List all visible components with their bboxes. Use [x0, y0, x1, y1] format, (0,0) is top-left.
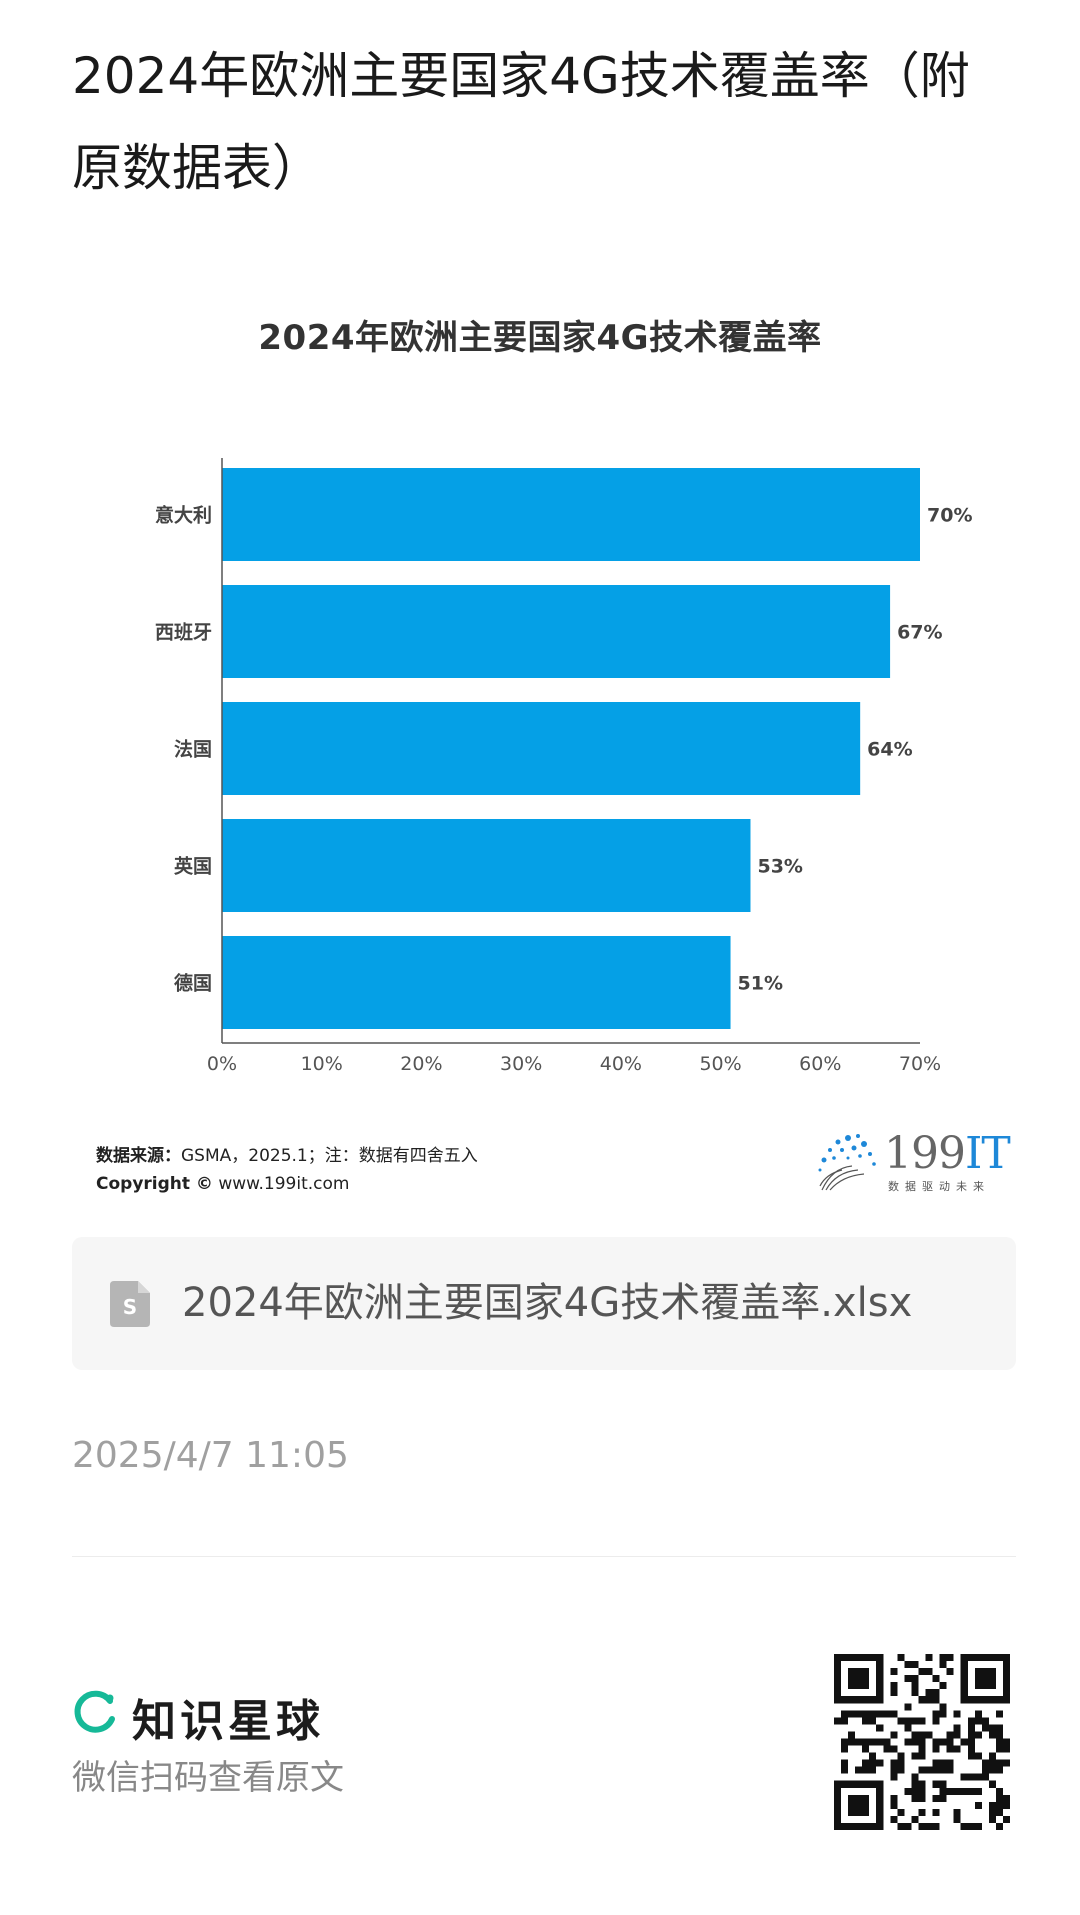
x-tick-label: 20% — [400, 1053, 442, 1075]
attachment-file-card[interactable]: S 2024年欧洲主要国家4G技术覆盖率.xlsx — [72, 1237, 1016, 1370]
bar-chart: 意大利 70% 西班牙 67% 法国 64% 英国 53% 德国 51% 0% 10% 20% 30% 4… — [155, 458, 972, 1075]
x-tick-label: 30% — [500, 1053, 542, 1075]
source-text: GSMA，2025.1；注：数据有四舍五入 — [181, 1146, 478, 1166]
category-label: 英国 — [174, 855, 212, 878]
logo-text: 199IT — [884, 1128, 1011, 1179]
copyright-label: Copyright © — [96, 1174, 213, 1194]
data-label: 70% — [927, 505, 972, 527]
spreadsheet-file-icon: S — [110, 1281, 150, 1327]
data-label: 67% — [897, 622, 942, 644]
category-label: 意大利 — [155, 504, 212, 527]
x-tick-label: 40% — [600, 1053, 642, 1075]
category-label: 德国 — [174, 972, 212, 995]
data-label: 51% — [738, 973, 783, 995]
qr-code[interactable] — [834, 1654, 1010, 1830]
source-label: 数据来源： — [96, 1146, 181, 1166]
data-label: 53% — [757, 856, 802, 878]
divider — [72, 1556, 1016, 1557]
bar-法国 — [222, 702, 861, 795]
bar-英国 — [222, 819, 751, 912]
x-tick-label: 50% — [699, 1053, 741, 1075]
zsxq-logo-icon — [74, 1690, 115, 1733]
copyright-text: www.199it.com — [218, 1174, 350, 1194]
category-label: 法国 — [174, 738, 212, 761]
file-name: 2024年欧洲主要国家4G技术覆盖率.xlsx — [182, 1280, 913, 1326]
bar-德国 — [222, 936, 731, 1029]
x-tick-label: 70% — [899, 1053, 941, 1075]
logo-slogan: 数据驱动未来 — [888, 1180, 990, 1193]
scan-hint: 微信扫码查看原文 — [72, 1758, 344, 1798]
svg-text:S: S — [123, 1295, 137, 1319]
chart-title: 2024年欧洲主要国家4G技术覆盖率 — [258, 318, 822, 358]
data-source: 数据来源：GSMA，2025.1；注：数据有四舍五入 Copyright © w… — [96, 1142, 478, 1198]
article-title: 2024年欧洲主要国家4G技术覆盖率（附原数据表） — [72, 47, 970, 197]
data-label: 64% — [867, 739, 912, 761]
x-tick-label: 0% — [207, 1053, 237, 1075]
publish-timestamp: 2025/4/7 11:05 — [72, 1435, 349, 1476]
199it-logo: 199IT 数据驱动未来 — [812, 1128, 1011, 1198]
dandelion-logo-icon — [818, 1134, 876, 1191]
x-tick-label: 10% — [301, 1053, 343, 1075]
brand-name: 知识星球 — [132, 1696, 324, 1747]
bar-意大利 — [222, 468, 920, 561]
category-label: 西班牙 — [155, 621, 212, 644]
x-tick-label: 60% — [799, 1053, 841, 1075]
bar-西班牙 — [222, 585, 891, 678]
chart-image: 意大利 70% 西班牙 67% 法国 64% 英国 53% 德国 51% 0% 10% 20% 30% 4… — [72, 270, 1011, 1210]
